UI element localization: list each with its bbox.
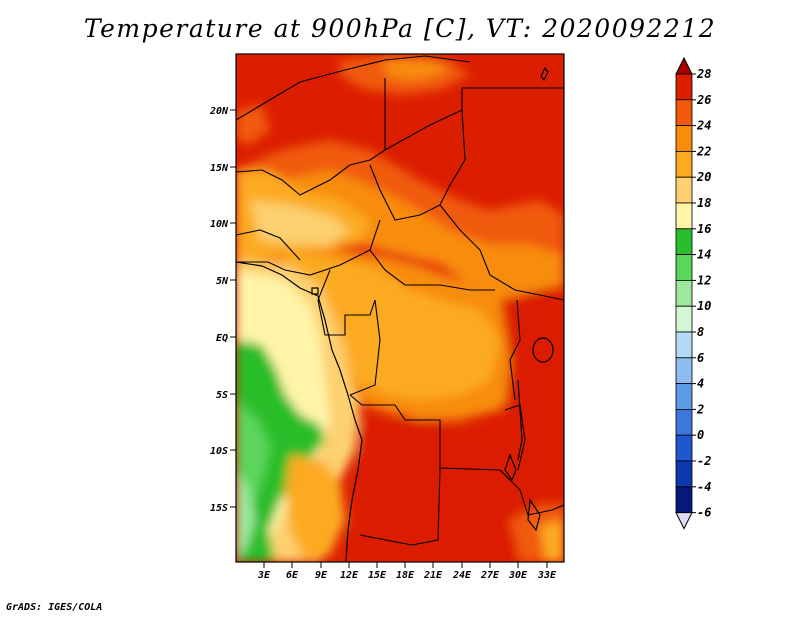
colorbar-swatch xyxy=(675,254,693,281)
colorbar-swatch xyxy=(675,460,693,488)
colorbar-swatch xyxy=(675,486,693,513)
lon-tick-label: 24E xyxy=(452,570,472,581)
credit-label: GrADS: IGES/COLA xyxy=(6,602,103,613)
lon-tick-label: 21E xyxy=(423,570,443,581)
lon-tick-label: 33E xyxy=(537,570,557,581)
temperature-field xyxy=(236,54,564,562)
colorbar-swatch xyxy=(675,383,693,410)
colorbar-swatch xyxy=(675,99,693,127)
colorbar-label: -6 xyxy=(697,506,711,520)
lon-tick-label: 30E xyxy=(508,570,528,581)
colorbar-label: 28 xyxy=(696,67,711,81)
colorbar-arrow-top xyxy=(675,56,693,75)
lon-tick-label: 27E xyxy=(480,570,500,581)
colorbar-label: 0 xyxy=(697,428,704,442)
colorbar-label: 22 xyxy=(696,144,711,158)
colorbar-swatch xyxy=(675,331,693,359)
colorbar-swatch xyxy=(675,434,693,462)
colorbar-label: -2 xyxy=(697,454,711,468)
lat-tick-label: 15N xyxy=(210,163,229,174)
lon-tick-label: 18E xyxy=(396,570,415,581)
lon-tick-label: 9E xyxy=(315,570,328,581)
colorbar-label: 18 xyxy=(697,196,711,210)
lon-tick-label: 3E xyxy=(257,570,271,581)
lon-tick-label: 6E xyxy=(286,570,299,581)
coastline xyxy=(236,261,363,562)
lon-tick-label: 15E xyxy=(368,570,387,581)
map-title: Temperature at 900hPa [C], VT: 202009221… xyxy=(83,14,717,43)
map-frame xyxy=(235,53,565,563)
lat-tick-label: EQ xyxy=(216,333,228,344)
colorbar-label: 8 xyxy=(697,325,704,339)
latitude-axis: 20N 15N 10N 5N EQ 5S 10S 15S xyxy=(209,106,236,514)
colorbar-swatch xyxy=(675,176,693,204)
colorbar-label: 16 xyxy=(697,222,711,236)
colorbar-swatch xyxy=(675,305,693,333)
lat-tick-label: 5N xyxy=(216,276,229,287)
lat-tick-label: 15S xyxy=(210,503,228,514)
colorbar-swatch xyxy=(675,125,693,152)
colorbar-swatch xyxy=(675,150,693,178)
lat-tick-label: 5S xyxy=(216,390,228,401)
colorbar-label: 14 xyxy=(697,248,711,262)
colorbar-label: 4 xyxy=(697,377,704,391)
colorbar-swatch xyxy=(675,228,693,256)
colorbar-label: 26 xyxy=(696,93,711,107)
lat-tick-label: 10S xyxy=(210,446,228,457)
colorbar-label: 24 xyxy=(696,119,711,133)
colorbar-swatch xyxy=(675,73,693,101)
longitude-axis: 3E 6E 9E 12E 15E 18E 21E 24E 27E 30E 33E xyxy=(257,562,557,581)
colorbar-label: 12 xyxy=(697,273,711,287)
lakes xyxy=(504,66,554,532)
colorbar-swatch xyxy=(675,202,693,230)
lat-tick-label: 10N xyxy=(210,219,229,230)
lon-tick-label: 12E xyxy=(340,570,359,581)
colorbar-label: 2 xyxy=(696,402,704,416)
colorbar-label: 10 xyxy=(697,299,711,313)
colorbar-swatch xyxy=(675,279,693,307)
colorbar-swatch xyxy=(675,357,693,384)
colorbar-label: 20 xyxy=(696,170,711,184)
colorbar-arrow-bottom xyxy=(675,512,693,530)
lat-tick-label: 20N xyxy=(209,106,229,117)
colorbar-label: 6 xyxy=(697,351,704,365)
political-borders xyxy=(236,55,564,546)
colorbar-swatch xyxy=(675,408,693,436)
colorbar-label: -4 xyxy=(697,480,711,494)
